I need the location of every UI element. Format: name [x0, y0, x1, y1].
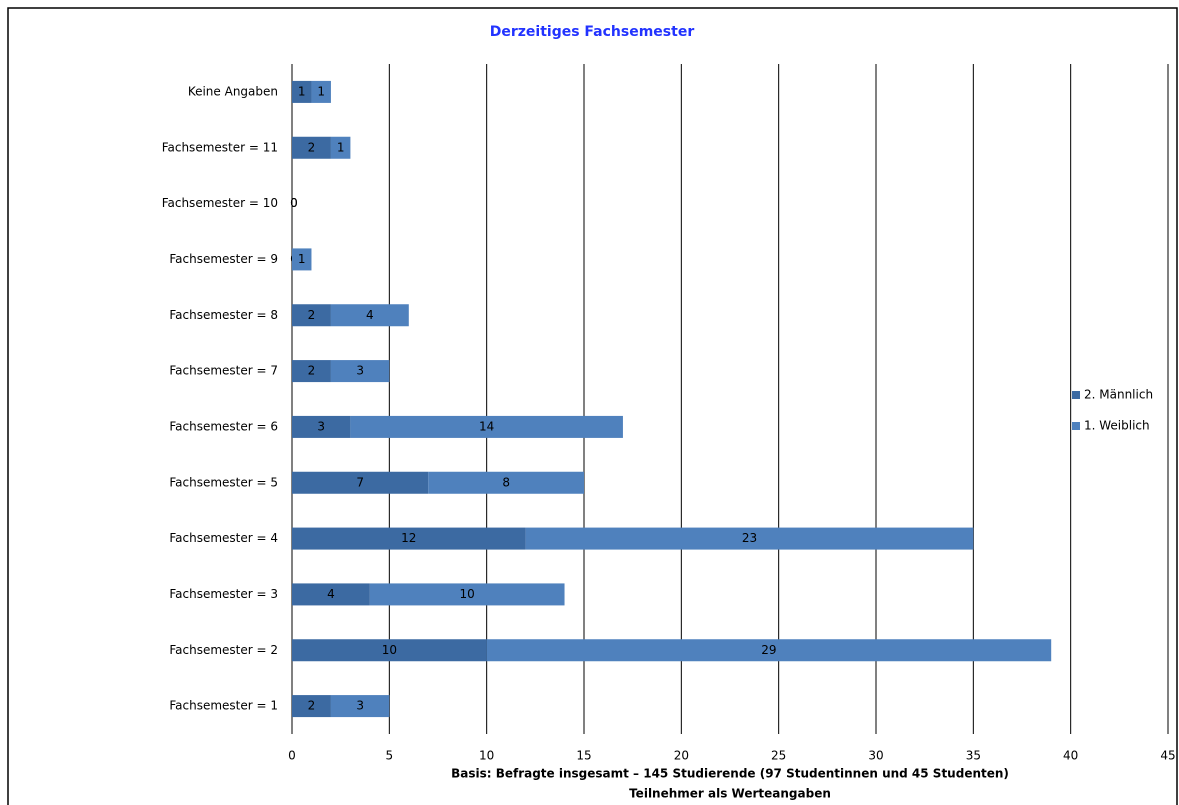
- y-tick-label: Fachsemester = 7: [169, 364, 278, 378]
- y-tick-label: Fachsemester = 8: [169, 308, 278, 322]
- data-label: 4: [327, 587, 335, 601]
- bar: [292, 136, 331, 159]
- bar: [486, 639, 1052, 662]
- y-tick-label: Fachsemester = 11: [162, 140, 278, 154]
- data-label: 3: [356, 699, 364, 713]
- y-tick-label: Fachsemester = 2: [169, 643, 278, 657]
- data-label: 2: [308, 699, 316, 713]
- data-label: 2: [308, 364, 316, 378]
- y-tick-label: Keine Angaben: [188, 84, 278, 98]
- bar: [292, 360, 331, 383]
- bar: [330, 136, 351, 159]
- bar: [292, 639, 487, 662]
- x-tick-label: 20: [674, 749, 689, 763]
- y-tick-label: Fachsemester = 4: [169, 531, 278, 545]
- bar: [292, 471, 429, 494]
- data-label: 23: [742, 531, 757, 545]
- bar: [292, 527, 526, 550]
- y-tick-label: Fachsemester = 10: [162, 196, 278, 210]
- bar: [330, 304, 409, 327]
- data-label: 10: [382, 643, 397, 657]
- x-tick-label: 0: [288, 749, 296, 763]
- x-tick-label: 15: [576, 749, 591, 763]
- data-label: 7: [356, 475, 364, 489]
- data-label: 12: [401, 531, 416, 545]
- data-label: 1: [298, 84, 306, 98]
- y-tick-label: Fachsemester = 1: [169, 699, 278, 713]
- legend-swatch: [1072, 391, 1080, 399]
- y-tick-label: Fachsemester = 6: [169, 419, 278, 433]
- bar: [428, 471, 584, 494]
- bar: [292, 695, 331, 718]
- x-tick-label: 25: [771, 749, 786, 763]
- footnote: Teilnehmer als Werteangaben: [629, 787, 831, 801]
- data-label: 1: [298, 252, 306, 266]
- bar: [350, 415, 623, 438]
- bar: [292, 248, 312, 271]
- data-label: 2: [308, 308, 316, 322]
- footnote: Basis: Befragte insgesamt – 145 Studiere…: [451, 767, 1009, 781]
- data-label: 2: [308, 140, 316, 154]
- bar: [330, 695, 390, 718]
- data-label: 0: [290, 196, 298, 210]
- bar: [311, 80, 331, 103]
- y-tick-label: Fachsemester = 3: [169, 587, 278, 601]
- y-tick-label: Fachsemester = 9: [169, 252, 278, 266]
- bar: [292, 304, 331, 327]
- data-label: 10: [460, 587, 475, 601]
- legend-swatch: [1072, 422, 1080, 430]
- data-label: 1: [317, 84, 325, 98]
- x-tick-label: 30: [868, 749, 883, 763]
- x-tick-label: 35: [966, 749, 981, 763]
- bar: [369, 583, 565, 606]
- data-label: 8: [502, 475, 510, 489]
- x-tick-label: 45: [1160, 749, 1175, 763]
- legend-label: 1. Weiblich: [1084, 419, 1150, 433]
- x-tick-label: 5: [386, 749, 394, 763]
- data-label: 4: [366, 308, 374, 322]
- x-tick-label: 10: [479, 749, 494, 763]
- legend-label: 2. Männlich: [1084, 388, 1153, 402]
- chart-title: Derzeitiges Fachsemester: [490, 24, 695, 40]
- data-label: 3: [317, 419, 325, 433]
- data-label: 14: [479, 419, 494, 433]
- bar: [330, 360, 390, 383]
- bar: [292, 415, 351, 438]
- y-tick-label: Fachsemester = 5: [169, 475, 278, 489]
- bar: [292, 80, 312, 103]
- chart-frame: [7, 7, 1178, 805]
- bar: [525, 527, 974, 550]
- data-label: 0: [290, 196, 298, 210]
- data-label: 3: [356, 364, 364, 378]
- data-label: 29: [761, 643, 776, 657]
- bar: [292, 583, 370, 606]
- data-label: 1: [337, 140, 345, 154]
- x-tick-label: 40: [1063, 749, 1078, 763]
